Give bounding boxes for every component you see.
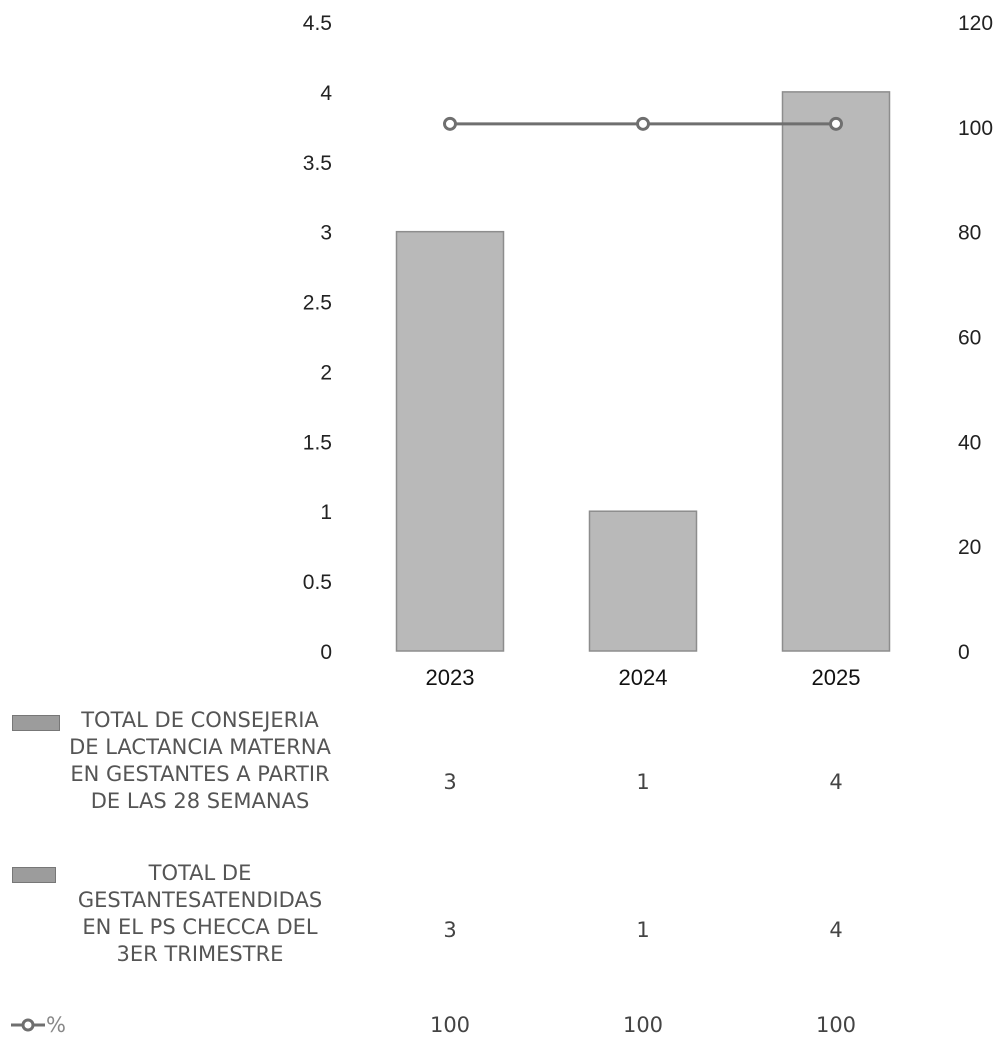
table-cell: 4	[829, 770, 843, 794]
right-axis-tick-label: 40	[958, 431, 981, 454]
table-cell: 100	[429, 1013, 471, 1037]
left-axis-tick-label: 0.5	[303, 571, 332, 594]
table-cell: 3	[443, 918, 457, 942]
category-labels: 2023 2024 2025	[426, 665, 861, 690]
bar-2024	[588, 510, 698, 652]
bar-series	[395, 91, 891, 652]
series-1-label-line: DE LACTANCIA MATERNA	[69, 735, 331, 759]
series-2-label-line: GESTANTESATENDIDAS	[77, 888, 323, 912]
left-axis-tick-label: 3	[320, 222, 332, 245]
table-cell: 100	[815, 1013, 857, 1037]
table-cell: 4	[829, 918, 843, 942]
bar-series-swatch	[12, 715, 60, 731]
left-axis-tick-label: 2.5	[303, 292, 332, 315]
right-axis-tick-label: 100	[958, 117, 993, 140]
category-label: 2023	[426, 665, 475, 690]
left-axis-tick-label: 1.5	[303, 431, 332, 454]
right-axis-tick-label: 80	[958, 222, 981, 245]
series-3-label: %	[46, 1013, 66, 1037]
series-1-label-line: DE LAS 28 SEMANAS	[90, 789, 310, 813]
bar-2025	[781, 91, 891, 652]
right-axis-tick-label: 120	[958, 12, 993, 35]
series-2-label-line: TOTAL DE	[148, 861, 252, 885]
table-cell: 1	[636, 918, 650, 942]
left-axis-tick-label: 3.5	[303, 152, 332, 175]
series-1-label: TOTAL DE CONSEJERIA DE LACTANCIA MATERNA…	[50, 707, 350, 815]
right-axis-ticks: 0 20 40 60 80 100 120	[958, 12, 993, 664]
right-axis-tick-label: 20	[958, 536, 981, 559]
line-point-2024	[636, 116, 650, 131]
table-cell: 3	[443, 770, 457, 794]
series-2-label: TOTAL DE GESTANTESATENDIDAS EN EL PS CHE…	[50, 860, 350, 968]
category-label: 2025	[812, 665, 861, 690]
right-axis-tick-label: 0	[958, 641, 970, 664]
left-axis-tick-label: 1	[320, 501, 332, 524]
series-1-label-line: TOTAL DE CONSEJERIA	[81, 708, 319, 732]
category-label: 2024	[619, 665, 668, 690]
chart-area: 0 0.5 1 1.5 2 2.5 3 3.5 4 4.5 0 20 40 60 80 100 120 202…	[303, 12, 993, 690]
line-point-2025	[829, 116, 843, 131]
series-2-label-line: 3ER TRIMESTRE	[116, 942, 284, 966]
left-axis-ticks: 0 0.5 1 1.5 2 2.5 3 3.5 4 4.5	[303, 12, 333, 664]
line-series-key	[11, 1018, 45, 1032]
table-cell: 1	[636, 770, 650, 794]
bar-2023	[395, 230, 505, 652]
table-cell: 100	[622, 1013, 664, 1037]
series-1-label-line: EN GESTANTES A PARTIR	[70, 762, 330, 786]
series-2-swatch	[12, 867, 56, 883]
left-axis-tick-label: 4	[320, 82, 332, 105]
line-point-2023	[443, 116, 457, 131]
right-axis-tick-label: 60	[958, 327, 981, 350]
left-axis-tick-label: 2	[320, 361, 332, 384]
left-axis-tick-label: 4.5	[303, 12, 332, 35]
percent-line-series	[443, 116, 843, 131]
left-axis-tick-label: 0	[320, 641, 332, 664]
series-2-label-line: EN EL PS CHECCA DEL	[82, 915, 318, 939]
